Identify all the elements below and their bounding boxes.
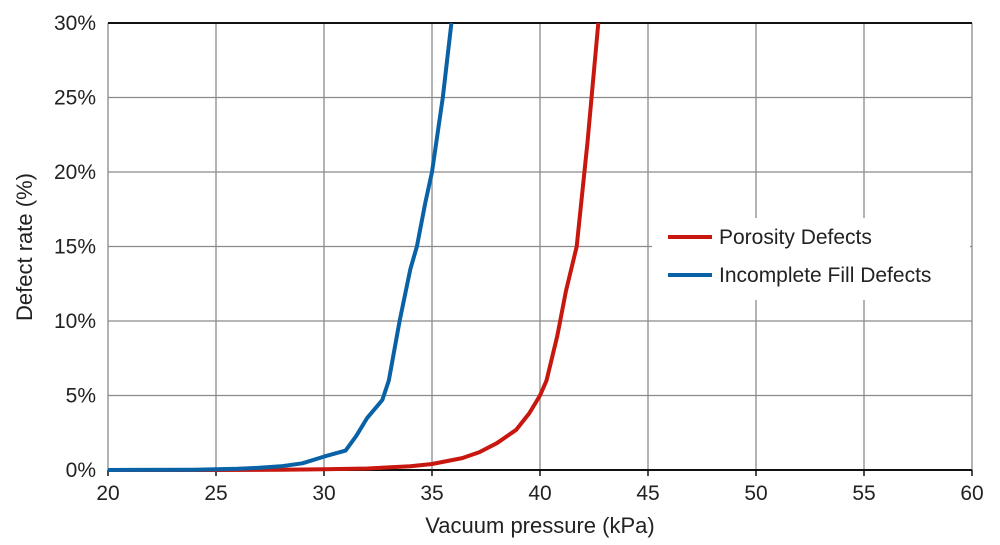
x-tick-label: 35 <box>420 482 443 505</box>
y-tick-label: 20% <box>54 161 96 184</box>
legend: Porosity Defects Incomplete Fill Defects <box>652 218 970 300</box>
y-tick-label: 30% <box>54 12 96 35</box>
tick-labels: 20 25 30 35 40 45 50 55 60 0% 5% 10% 15% 20% 25% 30% <box>54 12 984 505</box>
y-tick-label: 5% <box>66 385 96 408</box>
series-line-0 <box>108 22 601 472</box>
y-axis-label: Defect rate (%) <box>12 173 37 321</box>
x-tick-label: 25 <box>204 482 227 505</box>
series-line-1 <box>107 22 454 472</box>
x-tick-label: 50 <box>744 482 767 505</box>
series-lines <box>107 22 601 472</box>
x-tick-label: 20 <box>96 482 119 505</box>
y-tick-label: 10% <box>54 310 96 333</box>
x-axis-label: Vacuum pressure (kPa) <box>425 513 654 538</box>
x-tick-label: 60 <box>960 482 983 505</box>
legend-label-incomplete-fill: Incomplete Fill Defects <box>719 264 931 287</box>
y-tick-label: 0% <box>66 459 96 482</box>
x-tick-label: 55 <box>852 482 875 505</box>
x-tick-label: 40 <box>528 482 551 505</box>
x-tick-label: 30 <box>312 482 335 505</box>
legend-label-porosity: Porosity Defects <box>719 226 872 249</box>
x-tick-label: 45 <box>636 482 659 505</box>
y-tick-label: 15% <box>54 236 96 259</box>
y-tick-label: 25% <box>54 87 96 110</box>
